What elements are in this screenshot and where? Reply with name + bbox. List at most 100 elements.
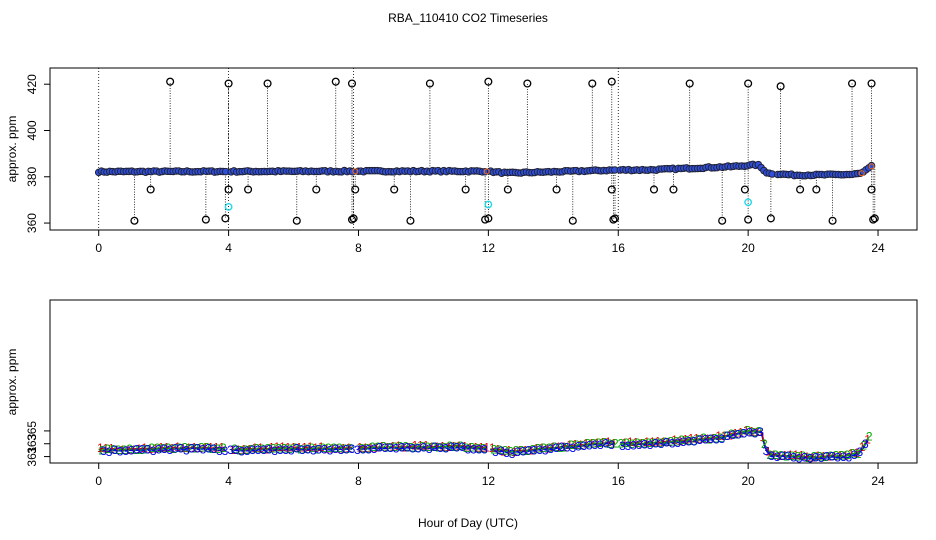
series-1-marker: 1: [743, 423, 750, 437]
series-3-marker: 3: [155, 443, 162, 457]
series-1-marker: 1: [384, 441, 391, 455]
series-3-marker: 3: [304, 443, 311, 457]
series-1-marker: 1: [141, 441, 148, 455]
series-2-marker: 2: [513, 443, 520, 457]
series-1-marker: 1: [831, 449, 838, 463]
outlier-point: [649, 185, 659, 194]
series-1-marker: 1: [362, 441, 369, 455]
series-3-marker: 3: [227, 443, 234, 457]
series-2-marker: 2: [562, 441, 569, 455]
series-1-marker: 1: [677, 434, 684, 448]
series-3-marker: 3: [133, 443, 140, 457]
series-1-marker: 1: [174, 440, 181, 454]
series-3-marker: 3: [393, 442, 400, 456]
series-3-marker: 3: [525, 443, 532, 457]
series-2-marker: 2: [380, 439, 387, 453]
series-3-marker: 3: [768, 449, 775, 463]
series-2-marker: 2: [242, 443, 249, 457]
series-3-marker: 3: [625, 439, 632, 453]
series-1-marker: 1: [340, 441, 347, 455]
series-1-marker: 1: [191, 441, 198, 455]
series-2-marker: 2: [689, 434, 696, 448]
series-1-marker: 1: [660, 435, 667, 449]
series-3-marker: 3: [553, 441, 560, 455]
series-3-marker: 3: [608, 438, 615, 452]
series-3-marker: 3: [707, 432, 714, 446]
series-2-marker: 2: [408, 440, 415, 454]
series-3-marker: 3: [365, 443, 372, 457]
series-2-marker: 2: [728, 427, 735, 441]
series-1-marker: 1: [859, 440, 866, 454]
series-1-marker: 1: [329, 441, 336, 455]
outlier-point: [331, 77, 340, 86]
series-2-marker: 2: [673, 435, 680, 449]
series-1-marker: 1: [528, 444, 535, 458]
series-3-marker: 3: [575, 439, 582, 453]
series-2-marker: 2: [733, 427, 740, 441]
series-3-marker: 3: [569, 441, 576, 455]
series-3-marker: 3: [260, 443, 267, 457]
series-2-marker: 2: [424, 440, 431, 454]
series-2-marker: 2: [336, 441, 343, 455]
series-3-marker: 3: [100, 444, 107, 458]
top-x-tick-label: 24: [871, 241, 885, 255]
series-3-marker: 3: [442, 441, 449, 455]
series-2-marker: 2: [435, 440, 442, 454]
series-3-marker: 3: [509, 447, 516, 461]
series-3-marker: 3: [122, 444, 129, 458]
series-2-marker: 2: [121, 443, 128, 457]
series-1-marker: 1: [809, 450, 816, 464]
series-3-marker: 3: [420, 441, 427, 455]
series-3-marker: 3: [327, 444, 334, 458]
outlier-point: [848, 79, 857, 88]
outlier-point: [744, 79, 753, 88]
outlier-point: [669, 185, 678, 194]
series-2-marker: 2: [154, 441, 161, 455]
flag-point: [858, 170, 865, 177]
series-2-marker: 2: [595, 436, 602, 450]
series-1-marker: 1: [544, 441, 551, 455]
series-1-marker: 1: [483, 441, 490, 455]
series-1-marker: 1: [787, 448, 794, 462]
series-3-marker: 3: [150, 444, 157, 458]
top-x-tick-label: 8: [355, 241, 362, 255]
series-1-marker: 1: [202, 440, 209, 454]
series-2-marker: 2: [860, 439, 867, 453]
series-1-marker: 1: [125, 443, 132, 457]
series-1-marker: 1: [798, 449, 805, 463]
series-1-marker: 1: [721, 429, 728, 443]
series-3-marker: 3: [382, 441, 389, 455]
series-1-marker: 1: [627, 435, 634, 449]
series-1-marker: 1: [279, 440, 286, 454]
series-3-marker: 3: [702, 433, 709, 447]
series-2-marker: 2: [645, 436, 652, 450]
top-x-tick-label: 4: [225, 241, 232, 255]
series-3-marker: 3: [282, 443, 289, 457]
series-2-marker: 2: [838, 449, 845, 463]
series-1-marker: 1: [765, 445, 772, 459]
outlier-point: [347, 215, 357, 224]
series-2-marker: 2: [507, 445, 514, 459]
series-1-marker: 1: [108, 442, 115, 456]
series-3-marker: 3: [189, 441, 196, 455]
series-3-marker: 3: [713, 432, 720, 446]
series-2-marker: 2: [430, 440, 437, 454]
series-2-marker: 2: [397, 439, 404, 453]
series-2-marker: 2: [364, 441, 371, 455]
series-2-marker: 2: [496, 443, 503, 457]
series-2-marker: 2: [623, 436, 630, 450]
series-2-marker: 2: [253, 442, 260, 456]
outlier-point: [870, 214, 879, 223]
series-1-marker: 1: [450, 440, 457, 454]
series-2-marker: 2: [750, 426, 757, 440]
series-3-marker: 3: [680, 435, 687, 449]
top-y-tick-label: 380: [25, 166, 39, 186]
series-1-marker: 1: [837, 448, 844, 462]
series-1-marker: 1: [555, 440, 562, 454]
series-2-marker: 2: [573, 438, 580, 452]
series-2-marker: 2: [402, 439, 409, 453]
outlier-point: [718, 216, 727, 225]
top-y-tick-label: 400: [25, 120, 39, 140]
series-1-marker: 1: [550, 440, 557, 454]
chart-title: RBA_110410 CO2 Timeseries: [388, 11, 548, 25]
